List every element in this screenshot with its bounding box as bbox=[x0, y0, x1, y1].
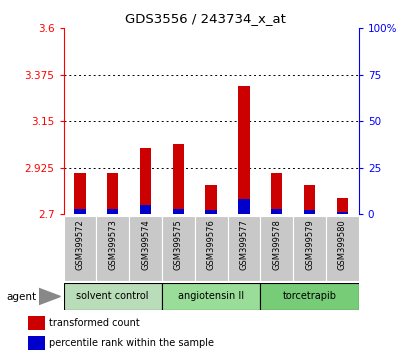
Text: GSM399573: GSM399573 bbox=[108, 219, 117, 270]
Bar bbox=[63, 283, 162, 310]
Bar bbox=[303, 210, 315, 214]
Bar bbox=[270, 173, 282, 214]
Bar bbox=[28, 316, 45, 330]
Bar bbox=[162, 283, 260, 310]
Text: torcetrapib: torcetrapib bbox=[282, 291, 336, 302]
Bar bbox=[162, 216, 194, 281]
Text: GSM399579: GSM399579 bbox=[304, 219, 313, 270]
Text: GSM399580: GSM399580 bbox=[337, 219, 346, 270]
Bar bbox=[336, 212, 347, 214]
Bar bbox=[205, 185, 216, 214]
Text: angiotensin II: angiotensin II bbox=[178, 291, 244, 302]
Text: GSM399576: GSM399576 bbox=[206, 219, 215, 270]
Bar bbox=[28, 336, 45, 350]
Bar bbox=[238, 199, 249, 214]
Text: percentile rank within the sample: percentile rank within the sample bbox=[48, 338, 213, 348]
Bar bbox=[129, 216, 162, 281]
Text: solvent control: solvent control bbox=[76, 291, 148, 302]
Polygon shape bbox=[39, 289, 60, 304]
Bar bbox=[74, 209, 85, 214]
Bar bbox=[303, 185, 315, 214]
Bar bbox=[96, 216, 129, 281]
Bar bbox=[238, 86, 249, 214]
Text: transformed count: transformed count bbox=[48, 318, 139, 328]
Bar bbox=[260, 283, 358, 310]
Bar bbox=[336, 198, 347, 214]
Bar bbox=[292, 216, 325, 281]
Bar bbox=[325, 216, 358, 281]
Bar bbox=[172, 144, 184, 214]
Bar bbox=[139, 148, 151, 214]
Bar bbox=[270, 209, 282, 214]
Text: GDS3556 / 243734_x_at: GDS3556 / 243734_x_at bbox=[124, 12, 285, 25]
Text: agent: agent bbox=[6, 292, 36, 302]
Bar bbox=[194, 216, 227, 281]
Text: GSM399572: GSM399572 bbox=[75, 219, 84, 270]
Bar bbox=[227, 216, 260, 281]
Bar bbox=[63, 216, 96, 281]
Bar bbox=[205, 210, 216, 214]
Bar bbox=[107, 173, 118, 214]
Text: GSM399575: GSM399575 bbox=[173, 219, 182, 270]
Bar bbox=[139, 205, 151, 214]
Bar bbox=[74, 173, 85, 214]
Bar bbox=[260, 216, 292, 281]
Bar bbox=[172, 209, 184, 214]
Text: GSM399577: GSM399577 bbox=[239, 219, 248, 270]
Text: GSM399574: GSM399574 bbox=[141, 219, 150, 270]
Bar bbox=[107, 209, 118, 214]
Text: GSM399578: GSM399578 bbox=[272, 219, 281, 270]
